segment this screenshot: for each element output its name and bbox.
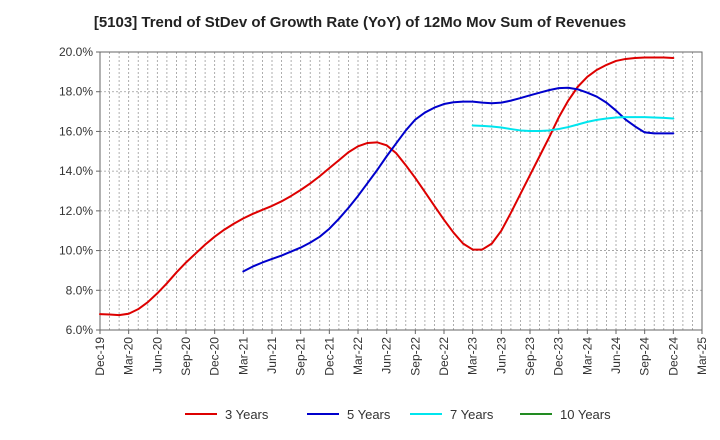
x-tick-label: Jun-22 xyxy=(380,337,394,374)
series-line-5-years xyxy=(242,86,675,273)
y-tick-label: 10.0% xyxy=(59,244,93,258)
legend-label-5-years: 5 Years xyxy=(347,407,391,422)
legend-label-10-years: 10 Years xyxy=(560,407,611,422)
x-tick-label: Mar-25 xyxy=(695,337,709,375)
axes: 6.0% 8.0% 10.0% 12.0% 14.0% 16.0% 18.0% 20.0% De… xyxy=(59,45,709,376)
legend-label-7-years: 7 Years xyxy=(450,407,494,422)
x-tick-label: Mar-21 xyxy=(236,337,250,375)
x-tick-label: Sep-24 xyxy=(638,337,652,376)
legend: 3 Years 5 Years 7 Years 10 Years xyxy=(185,407,611,422)
y-tick-label: 12.0% xyxy=(59,204,93,218)
x-tick-label: Sep-22 xyxy=(408,337,422,376)
x-tick-label: Sep-21 xyxy=(294,337,308,376)
x-tick-label: Jun-20 xyxy=(150,337,164,374)
y-tick-label: 14.0% xyxy=(59,164,93,178)
x-tick-label: Dec-22 xyxy=(437,337,451,376)
x-tick-label: Dec-19 xyxy=(93,337,107,376)
y-tick-label: 18.0% xyxy=(59,85,93,99)
series-lines xyxy=(99,56,675,317)
x-tick-label: Mar-22 xyxy=(351,337,365,375)
grid xyxy=(99,51,703,331)
x-tick-label: Jun-21 xyxy=(265,337,279,374)
x-tick-label: Dec-21 xyxy=(322,337,336,376)
legend-label-3-years: 3 Years xyxy=(225,407,269,422)
y-tick-label: 8.0% xyxy=(66,283,94,297)
series-line-3-years xyxy=(99,56,675,317)
series-line-7-years xyxy=(471,116,675,133)
x-tick-label: Mar-24 xyxy=(580,337,594,375)
x-tick-label: Jun-23 xyxy=(494,337,508,374)
y-tick-label: 20.0% xyxy=(59,45,93,59)
x-tick-label: Sep-23 xyxy=(523,337,537,376)
y-tick-label: 16.0% xyxy=(59,124,93,138)
x-tick-label: Sep-20 xyxy=(179,337,193,376)
x-tick-label: Mar-23 xyxy=(466,337,480,375)
plot-frame xyxy=(99,51,703,331)
x-tick-label: Jun-24 xyxy=(609,337,623,374)
x-tick-label: Dec-24 xyxy=(666,337,680,376)
y-tick-label: 6.0% xyxy=(66,323,94,337)
chart-title: [5103] Trend of StDev of Growth Rate (Yo… xyxy=(93,14,627,31)
x-tick-label: Mar-20 xyxy=(122,337,136,375)
x-tick-label: Dec-20 xyxy=(208,337,222,376)
x-tick-label: Dec-23 xyxy=(552,337,566,376)
